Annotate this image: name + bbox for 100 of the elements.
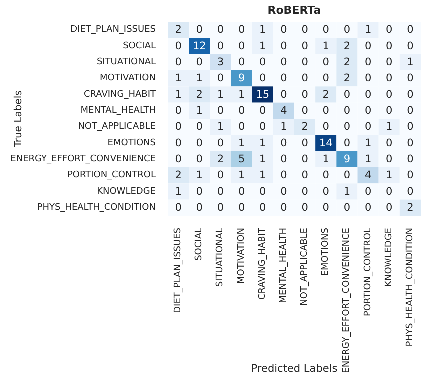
data-label: 0: [322, 121, 330, 134]
data-label: 1: [322, 153, 330, 166]
data-label: 0: [260, 72, 266, 85]
y-tick-label: MENTAL_HEALTH: [80, 106, 156, 116]
data-label: 0: [386, 104, 393, 117]
data-label: 1: [364, 153, 372, 166]
data-label: 1: [407, 56, 414, 68]
y-tick-label: SITUATIONAL: [96, 57, 156, 68]
data-label: 0: [344, 137, 351, 150]
data-label: 12: [192, 40, 206, 52]
data-label: 1: [175, 186, 182, 198]
data-label: 0: [407, 170, 414, 182]
data-label: 0: [238, 121, 246, 134]
data-label: 0: [344, 24, 351, 36]
data-label: 1: [217, 121, 224, 134]
data-label: 1: [175, 88, 182, 101]
data-label: 0: [407, 121, 414, 134]
x-tick-label: ENERGY_EFFORT_CONVENIENCE: [342, 228, 352, 374]
x-tick-label: PORTION_CONTROL: [363, 228, 374, 317]
data-label: 1: [196, 104, 203, 117]
data-label: 0: [302, 202, 308, 214]
data-label: 1: [260, 153, 266, 166]
x-tick-label: SITUATIONAL: [216, 228, 226, 288]
data-label: 0: [260, 121, 266, 134]
data-label: 0: [344, 202, 351, 214]
y-tick-label: PORTION_CONTROL: [67, 170, 156, 181]
data-label: 1: [196, 72, 203, 85]
y-tick-label: CRAVING_HABIT: [84, 90, 156, 100]
data-label: 0: [322, 104, 330, 117]
data-label: 0: [302, 186, 308, 198]
data-label: 1: [260, 40, 266, 52]
x-tick-label: PHYS_HEALTH_CONDITION: [405, 228, 416, 347]
data-label: 0: [217, 72, 224, 85]
data-label: 0: [302, 24, 308, 36]
data-label: 0: [238, 186, 246, 198]
y-tick-label: ENERGY_EFFORT_CONVENIENCE: [10, 154, 156, 164]
data-label: 0: [175, 56, 182, 68]
data-label: 0: [196, 153, 203, 166]
y-tick-label: EMOTIONS: [108, 138, 156, 148]
y-tick-label: KNOWLEDGE: [97, 186, 156, 197]
data-label: 0: [196, 24, 203, 36]
data-label: 0: [386, 88, 393, 101]
data-label: 0: [386, 202, 393, 214]
data-label: 0: [260, 202, 266, 214]
data-label: 0: [238, 40, 246, 52]
data-label: 0: [280, 40, 288, 52]
data-label: 2: [344, 56, 351, 68]
data-label: 3: [217, 56, 224, 68]
data-label: 0: [302, 137, 308, 150]
data-label: 0: [386, 72, 393, 85]
data-label: 1: [364, 137, 372, 150]
data-label: 0: [238, 56, 246, 68]
y-tick-label: PHYS_HEALTH_CONDITION: [37, 202, 156, 213]
data-label: 0: [322, 72, 330, 85]
data-label: 0: [280, 56, 288, 68]
data-label: 1: [322, 40, 330, 52]
data-label: 9: [344, 153, 351, 166]
data-label: 0: [344, 170, 351, 182]
data-label: 0: [364, 202, 372, 214]
data-label: 1: [280, 121, 288, 134]
data-label: 2: [322, 88, 330, 101]
data-label: 0: [407, 72, 414, 85]
data-label: 0: [302, 153, 308, 166]
data-label: 0: [386, 137, 393, 150]
data-label: 1: [175, 72, 182, 85]
data-label: 0: [344, 104, 351, 117]
data-label: 0: [280, 153, 288, 166]
data-label: 0: [407, 104, 414, 117]
data-label: 1: [386, 121, 393, 134]
x-tick-label: MENTAL_HEALTH: [278, 228, 289, 304]
data-label: 0: [217, 40, 224, 52]
data-label: 0: [238, 24, 246, 36]
data-label: 0: [364, 104, 372, 117]
data-label: 2: [217, 153, 224, 166]
data-label: 1: [364, 24, 372, 36]
data-label: 2: [175, 24, 182, 36]
data-label: 0: [175, 153, 182, 166]
x-tick-label: KNOWLEDGE: [384, 228, 394, 287]
data-label: 0: [280, 170, 288, 182]
data-label: 5: [238, 153, 246, 166]
data-label: 0: [196, 202, 203, 214]
x-tick-label: NOT_APPLICABLE: [300, 228, 310, 306]
data-label: 0: [364, 72, 372, 85]
data-label: 0: [386, 40, 393, 52]
data-label: 0: [260, 104, 266, 117]
data-label: 0: [322, 56, 330, 68]
x-tick-label: MOTIVATION: [236, 228, 247, 284]
data-label: 0: [302, 72, 308, 85]
data-label: 0: [407, 24, 414, 36]
data-label: 9: [238, 72, 246, 85]
data-label: 2: [344, 40, 351, 52]
data-label: 0: [364, 40, 372, 52]
data-label: 0: [407, 186, 414, 198]
data-label: 0: [217, 186, 224, 198]
data-label: 0: [217, 24, 224, 36]
x-tick-label: CRAVING_HABIT: [258, 228, 268, 300]
data-label: 0: [407, 137, 414, 150]
data-label: 0: [407, 88, 414, 101]
x-tick-label: SOCIAL: [194, 228, 205, 261]
data-label: 0: [175, 137, 182, 150]
